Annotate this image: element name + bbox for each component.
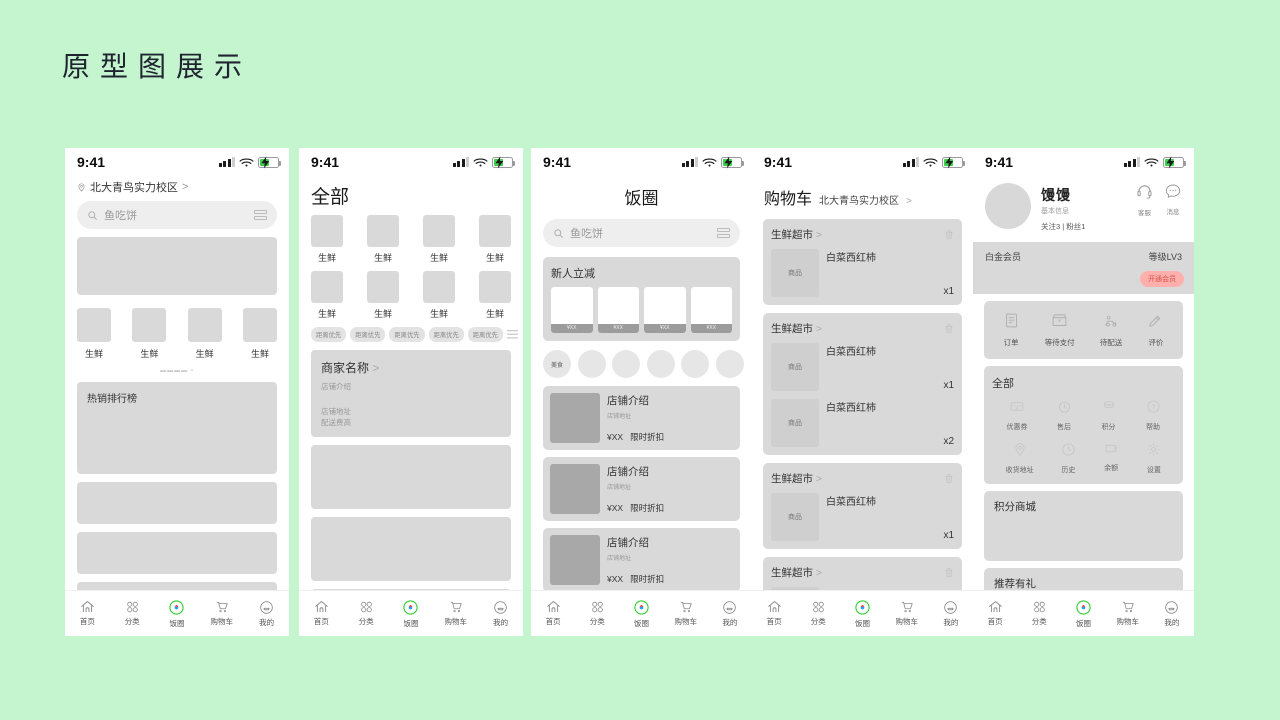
svg-text:¥: ¥ bbox=[1016, 405, 1019, 410]
svg-text:¥: ¥ bbox=[1058, 318, 1061, 324]
svg-text:?: ? bbox=[1151, 404, 1155, 411]
